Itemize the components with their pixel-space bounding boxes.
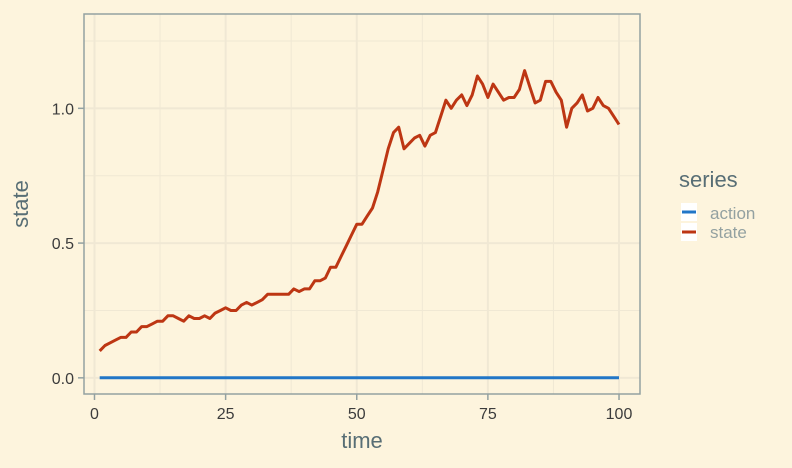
x-tick-label: 50 bbox=[348, 406, 366, 423]
legend-title: series bbox=[679, 167, 738, 192]
legend-item-action: action bbox=[681, 203, 755, 223]
x-tick-label: 0 bbox=[90, 406, 99, 423]
panel-border bbox=[83, 13, 641, 395]
y-tick-label: 0.0 bbox=[52, 371, 74, 388]
series-line-state bbox=[98, 69, 621, 352]
y-tick-label: 1.0 bbox=[52, 101, 74, 118]
y-tick-label: 0.5 bbox=[52, 236, 74, 253]
x-tick-label: 25 bbox=[217, 406, 235, 423]
axis-ticks: 0 25 50 75 100 0.0 0.5 1.0 bbox=[52, 101, 633, 423]
legend-label-action: action bbox=[710, 204, 755, 223]
y-axis-title: state bbox=[8, 180, 33, 228]
legend-item-state: state bbox=[681, 223, 747, 242]
grid bbox=[84, 14, 640, 394]
series-layer bbox=[98, 69, 621, 380]
legend: series action state bbox=[679, 167, 755, 242]
x-tick-label: 75 bbox=[479, 406, 497, 423]
legend-label-state: state bbox=[710, 223, 747, 242]
x-axis-title: time bbox=[341, 428, 383, 453]
x-tick-label: 100 bbox=[606, 406, 633, 423]
